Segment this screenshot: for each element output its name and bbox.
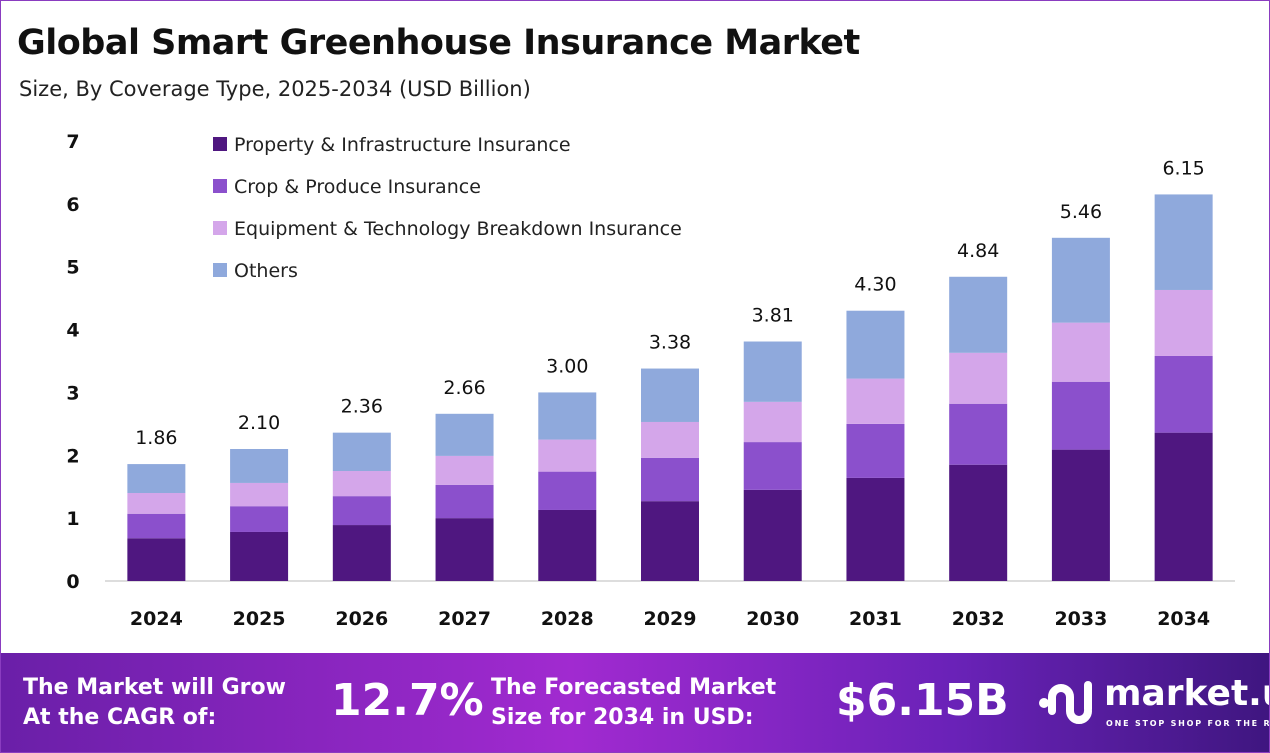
- bar-segment: [743, 341, 802, 402]
- x-tick-label: 2031: [849, 608, 902, 630]
- bar-segment: [332, 525, 391, 581]
- bar-segment: [949, 464, 1008, 581]
- forecast-value: $6.15B: [836, 675, 1009, 726]
- bar-segment: [1051, 449, 1110, 581]
- y-tick-label: 2: [66, 445, 79, 467]
- bar-segment: [846, 378, 905, 424]
- legend-label: Property & Infrastructure Insurance: [234, 134, 571, 156]
- bar-segment: [538, 439, 597, 472]
- bar-segment: [1051, 237, 1110, 323]
- footer-banner: The Market will Grow At the CAGR of: 12.7…: [1, 653, 1269, 752]
- cagr-label-line1: The Market will Grow: [23, 675, 286, 700]
- forecast-label-line2: Size for 2034 in USD:: [491, 705, 754, 730]
- bar-segment: [127, 513, 186, 539]
- bar-segment: [641, 368, 699, 422]
- total-data-label: 3.38: [649, 332, 691, 354]
- y-tick-label: 7: [66, 131, 79, 153]
- bar-segment: [435, 518, 494, 581]
- total-data-label: 4.30: [854, 274, 896, 296]
- bar-segment: [1154, 289, 1213, 356]
- bar-segment: [435, 484, 494, 519]
- total-data-label: 5.46: [1060, 201, 1102, 223]
- bar-segment: [435, 455, 494, 485]
- bar-segment: [743, 401, 802, 443]
- bar-segment: [949, 276, 1008, 353]
- bar-segment: [332, 471, 391, 497]
- legend-swatch: [213, 221, 227, 235]
- x-tick-label: 2029: [644, 608, 697, 630]
- bar-segment: [538, 509, 597, 581]
- x-tick-label: 2030: [746, 608, 799, 630]
- total-data-label: 6.15: [1162, 157, 1204, 179]
- bar-segment: [127, 493, 186, 514]
- y-tick-label: 4: [66, 320, 79, 342]
- forecast-label: The Forecasted Market Size for 2034 in US…: [491, 673, 776, 733]
- legend-label: Crop & Produce Insurance: [234, 176, 481, 198]
- bar-segment: [1154, 432, 1213, 581]
- legend-label: Equipment & Technology Breakdown Insuran…: [234, 218, 682, 240]
- bar-segment: [743, 489, 802, 581]
- bar-segment: [538, 471, 597, 510]
- cagr-label-line2: At the CAGR of:: [23, 705, 217, 730]
- bar-segment: [230, 482, 289, 507]
- bar-segment: [846, 310, 905, 379]
- bar-segment: [846, 423, 905, 478]
- bar-segment: [949, 403, 1008, 465]
- total-data-label: 3.81: [752, 305, 794, 327]
- y-tick-label: 6: [66, 194, 79, 216]
- x-tick-label: 2034: [1157, 608, 1210, 630]
- bar-segment: [230, 449, 289, 483]
- bar-segment: [230, 531, 289, 581]
- legend-swatch: [213, 179, 227, 193]
- bar-segment: [1154, 355, 1213, 433]
- bar-segment: [332, 496, 391, 526]
- x-tick-label: 2025: [233, 608, 286, 630]
- y-tick-label: 1: [66, 508, 79, 530]
- x-tick-label: 2033: [1054, 608, 1107, 630]
- bar-segment: [641, 421, 699, 458]
- x-tick-label: 2028: [541, 608, 594, 630]
- bar-segment: [949, 352, 1008, 404]
- x-tick-label: 2026: [335, 608, 388, 630]
- total-data-label: 1.86: [135, 427, 177, 449]
- total-data-label: 2.66: [443, 377, 485, 399]
- cagr-value: 12.7%: [331, 675, 484, 726]
- legend-label: Others: [234, 260, 298, 282]
- x-tick-label: 2024: [130, 608, 183, 630]
- bar-segment: [435, 413, 494, 456]
- bar-segment: [538, 392, 597, 440]
- bar-segment: [743, 442, 802, 490]
- bar-segment: [1154, 194, 1213, 290]
- total-data-label: 2.10: [238, 412, 280, 434]
- bar-segment: [641, 457, 699, 502]
- bar-segment: [1051, 381, 1110, 450]
- cagr-label: The Market will Grow At the CAGR of:: [23, 673, 286, 733]
- total-data-label: 4.84: [957, 240, 999, 262]
- y-tick-label: 5: [66, 257, 79, 279]
- logo-wordmark: market.us: [1104, 673, 1269, 714]
- x-tick-label: 2032: [952, 608, 1005, 630]
- y-tick-label: 0: [66, 571, 79, 593]
- bar-segment: [230, 506, 289, 532]
- x-tick-label: 2027: [438, 608, 491, 630]
- stacked-bar-chart: 0 1 2 3 4 5 6 7 1.86 2024 2.10 2025 2.36 2026 2.66 2027…: [66, 131, 1235, 630]
- bar-segment: [1051, 322, 1110, 382]
- bar-segment: [846, 477, 905, 581]
- bar-segment: [127, 464, 186, 493]
- total-data-label: 2.36: [341, 396, 383, 418]
- chart-title: Global Smart Greenhouse Insurance Market: [17, 23, 860, 63]
- legend-swatch: [213, 263, 227, 277]
- logo-tagline: ONE STOP SHOP FOR THE REPORTS: [1106, 719, 1269, 728]
- bar-segment: [641, 501, 699, 581]
- market-us-logo-icon: [1039, 681, 1092, 724]
- legend-swatch: [213, 137, 227, 151]
- bar-segment: [332, 432, 391, 471]
- y-tick-label: 3: [66, 382, 79, 404]
- bar-segment: [127, 538, 186, 581]
- total-data-label: 3.00: [546, 355, 588, 377]
- chart-subtitle: Size, By Coverage Type, 2025-2034 (USD B…: [19, 77, 531, 101]
- forecast-label-line1: The Forecasted Market: [491, 675, 777, 700]
